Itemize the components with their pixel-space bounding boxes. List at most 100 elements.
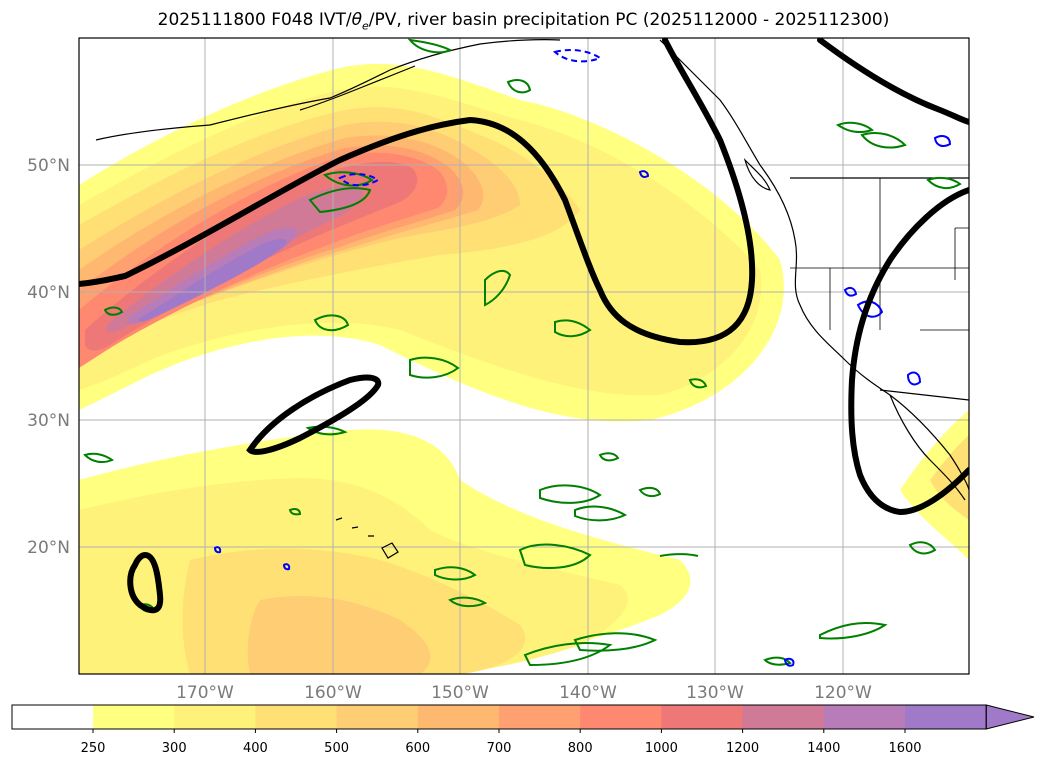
- green-contour: [518, 543, 592, 569]
- green-contour: [574, 505, 628, 522]
- green-contour: [539, 484, 602, 504]
- ivt-shading: [79, 63, 969, 674]
- colorbar: 250 300 400 500 600 700 800 1000 1200 1400 1600: [11, 704, 1035, 756]
- colorbar-tick-label: 1000: [645, 741, 678, 756]
- blue-contour: [783, 657, 795, 667]
- blue-contour: [638, 170, 650, 178]
- north-america-coast: [659, 39, 969, 491]
- colorbar-bin: [742, 705, 825, 729]
- blue-contour: [933, 135, 952, 147]
- us-mexico-border: [879, 389, 969, 401]
- map-panel: [79, 38, 969, 674]
- green-contour: [448, 596, 488, 608]
- pv-contours: [79, 38, 969, 614]
- colorbar-tick-label: 300: [162, 741, 187, 756]
- green-contour: [908, 541, 937, 555]
- green-contour: [554, 319, 592, 338]
- green-contour: [288, 508, 302, 516]
- blue-contour: [906, 371, 922, 386]
- colorbar-tick-label: 800: [568, 741, 593, 756]
- colorbar-bin: [499, 705, 581, 729]
- colorbar-tick-label: 1200: [726, 741, 759, 756]
- colorbar-bin: [93, 705, 175, 729]
- lon-tick: 150°W: [431, 683, 489, 703]
- blue-contour: [843, 286, 858, 297]
- title-theta: θ: [351, 10, 362, 30]
- lat-tick: 40°N: [27, 283, 70, 303]
- colorbar-bin: [417, 705, 500, 729]
- blue-contour: [552, 49, 603, 63]
- lon-tick: 170°W: [176, 683, 234, 703]
- pv-contour-south: [127, 551, 164, 614]
- ivt-band-1600: [138, 238, 287, 322]
- green-contour: [598, 452, 620, 462]
- lon-tick: 160°W: [304, 683, 362, 703]
- colorbar-under-bin: [12, 705, 93, 729]
- blue-contour: [282, 563, 291, 571]
- map-frame: [78, 37, 970, 675]
- colorbar-bin: [580, 705, 662, 729]
- colorbar-tick-label: 700: [487, 741, 512, 756]
- alaska-coast: [95, 39, 561, 141]
- lat-tick-labels: 50°N 40°N 30°N 20°N: [27, 156, 70, 558]
- lat-tick: 20°N: [27, 538, 70, 558]
- lat-tick: 50°N: [27, 156, 70, 176]
- green-contour: [308, 187, 372, 214]
- green-contour: [434, 566, 477, 581]
- green-contour: [484, 269, 512, 307]
- ivt-coast-400: [930, 435, 969, 520]
- ivt-south-500: [247, 596, 431, 674]
- colorbar-bin: [255, 705, 338, 729]
- green-contour: [659, 553, 699, 557]
- green-contour: [638, 486, 662, 498]
- lon-tick: 130°W: [686, 683, 744, 703]
- colorbar-extend-arrow: [985, 704, 1035, 730]
- colorbar-bin: [174, 705, 256, 729]
- title-prefix: 2025111800 F048 IVT/: [157, 10, 352, 30]
- blue-contour: [213, 546, 222, 554]
- colorbar-tick-label: 500: [324, 741, 349, 756]
- map-title: 2025111800 F048 IVT/θe/PV, river basin p…: [0, 10, 1047, 32]
- green-contour: [763, 656, 792, 666]
- positive-anomaly-contours: [83, 38, 962, 667]
- alaska-peninsula: [299, 65, 416, 111]
- colorbar-tick-label: 600: [405, 741, 430, 756]
- green-contour: [835, 121, 874, 134]
- green-contour: [407, 38, 453, 54]
- blue-contour: [338, 173, 380, 187]
- green-contour: [819, 622, 888, 640]
- colorbar-tick-label: 1600: [888, 741, 921, 756]
- hawaii-islands: [335, 517, 374, 537]
- lat-tick: 30°N: [27, 411, 70, 431]
- colorbar-bin: [823, 705, 906, 729]
- colorbar-tick-label: 400: [243, 741, 268, 756]
- vancouver-island: [743, 157, 771, 191]
- colorbar-bin: [905, 705, 987, 729]
- pv-contour-ridge: [848, 187, 969, 516]
- green-contour: [573, 632, 658, 652]
- green-contour: [926, 176, 962, 190]
- green-contour: [409, 356, 460, 379]
- colorbar-bin: [336, 705, 419, 729]
- hawaii-big-island: [381, 542, 399, 559]
- colorbar-tick-label: 250: [81, 741, 106, 756]
- lon-tick: 140°W: [559, 683, 617, 703]
- green-contour: [103, 306, 124, 316]
- green-contour: [523, 642, 613, 667]
- colorbar-bin: [661, 705, 744, 729]
- green-contour: [506, 79, 532, 94]
- green-contour: [860, 132, 907, 149]
- green-contour: [323, 171, 374, 187]
- colorbar-tick-label: 1400: [807, 741, 840, 756]
- gridlines: [79, 38, 969, 674]
- lon-tick: 120°W: [814, 683, 872, 703]
- pv-contour-north: [817, 38, 969, 125]
- state-borders: [790, 178, 969, 331]
- lon-tick-labels: 170°W 160°W 150°W 140°W 130°W 120°W: [176, 683, 872, 703]
- title-theta-sub: e: [362, 19, 369, 33]
- title-suffix: /PV, river basin precipitation PC (20251…: [368, 10, 890, 30]
- green-contour: [688, 378, 708, 389]
- pv-contour-cutoff-low: [246, 374, 382, 455]
- green-contour: [83, 452, 115, 464]
